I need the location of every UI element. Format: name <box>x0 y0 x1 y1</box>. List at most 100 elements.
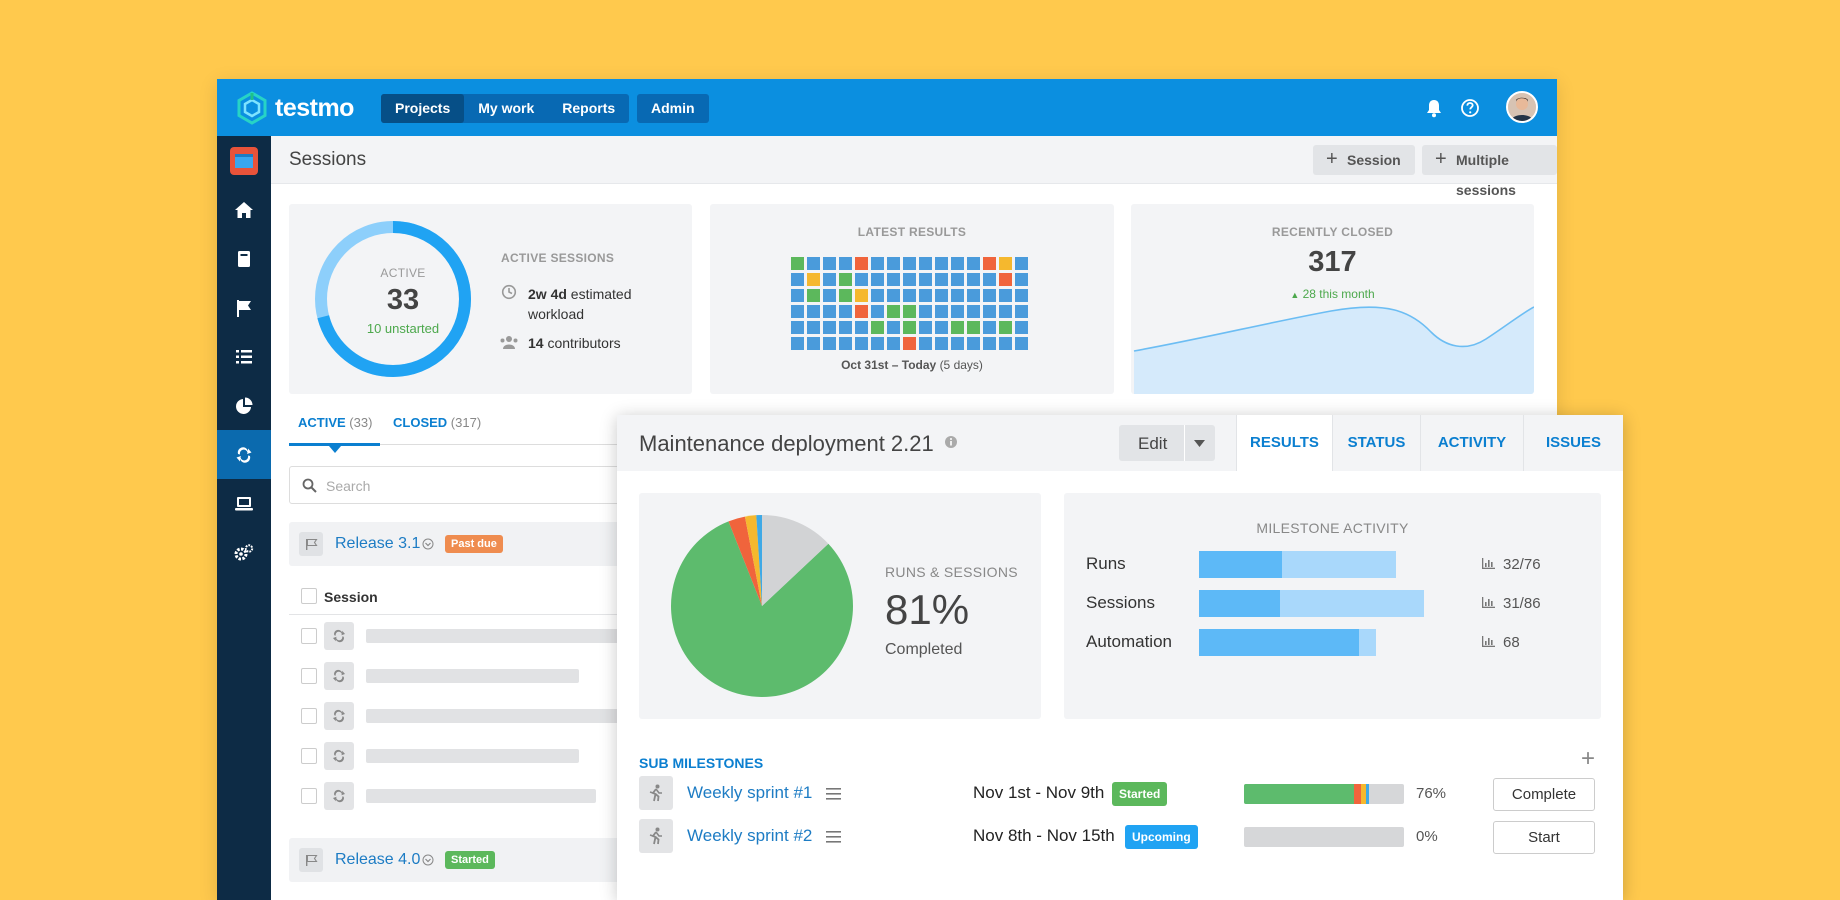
result-cell[interactable] <box>871 337 884 350</box>
sidebar-item-runs[interactable] <box>217 332 271 381</box>
result-cell[interactable] <box>887 321 900 334</box>
tab-active[interactable]: ACTIVE (33) <box>298 415 372 430</box>
result-cell[interactable] <box>791 289 804 302</box>
result-cell[interactable] <box>791 273 804 286</box>
result-cell[interactable] <box>999 321 1012 334</box>
result-cell[interactable] <box>871 289 884 302</box>
result-cell[interactable] <box>903 273 916 286</box>
result-cell[interactable] <box>919 257 932 270</box>
sidebar-item-automation[interactable] <box>217 479 271 528</box>
result-cell[interactable] <box>871 305 884 318</box>
result-cell[interactable] <box>951 337 964 350</box>
result-cell[interactable] <box>967 273 980 286</box>
result-cell[interactable] <box>935 337 948 350</box>
group-name[interactable]: Release 4.0 <box>335 851 421 868</box>
result-cell[interactable] <box>887 337 900 350</box>
pie-slice-passed[interactable] <box>671 521 853 697</box>
sidebar-item-project[interactable] <box>217 136 271 185</box>
result-cell[interactable] <box>839 337 852 350</box>
result-cell[interactable] <box>855 273 868 286</box>
result-cell[interactable] <box>951 257 964 270</box>
tab-closed[interactable]: CLOSED (317) <box>393 415 481 430</box>
result-cell[interactable] <box>967 337 980 350</box>
nav-my-work[interactable]: My work <box>478 100 535 116</box>
result-cell[interactable] <box>999 337 1012 350</box>
result-cell[interactable] <box>871 321 884 334</box>
result-cell[interactable] <box>967 321 980 334</box>
sidebar-item-settings[interactable] <box>217 528 271 577</box>
result-cell[interactable] <box>983 289 996 302</box>
row-checkbox[interactable] <box>301 708 317 724</box>
tab-status[interactable]: STATUS <box>1332 415 1420 471</box>
result-cell[interactable] <box>855 289 868 302</box>
pie-slice-untested[interactable] <box>762 515 829 606</box>
result-cell[interactable] <box>951 305 964 318</box>
add-session-button[interactable]: Session <box>1313 144 1415 175</box>
result-cell[interactable] <box>823 289 836 302</box>
result-cell[interactable] <box>951 273 964 286</box>
result-cell[interactable] <box>967 289 980 302</box>
result-cell[interactable] <box>855 257 868 270</box>
row-checkbox[interactable] <box>301 788 317 804</box>
result-cell[interactable] <box>1015 289 1028 302</box>
row-checkbox[interactable] <box>301 628 317 644</box>
sidebar-item-milestones[interactable] <box>217 283 271 332</box>
result-cell[interactable] <box>823 305 836 318</box>
nav-admin[interactable]: Admin <box>651 100 695 116</box>
tab-issues[interactable]: ISSUES <box>1523 415 1623 471</box>
sidebar-item-sessions[interactable] <box>217 430 271 479</box>
result-cell[interactable] <box>791 257 804 270</box>
info-icon[interactable] <box>944 435 958 449</box>
result-cell[interactable] <box>871 273 884 286</box>
result-cell[interactable] <box>935 305 948 318</box>
result-cell[interactable] <box>791 305 804 318</box>
pie-slice-retest[interactable] <box>756 515 762 606</box>
result-cell[interactable] <box>919 321 932 334</box>
result-cell[interactable] <box>1015 337 1028 350</box>
result-cell[interactable] <box>903 289 916 302</box>
result-cell[interactable] <box>983 337 996 350</box>
result-cell[interactable] <box>983 321 996 334</box>
result-cell[interactable] <box>791 337 804 350</box>
nav-projects[interactable]: Projects <box>381 94 465 123</box>
complete-button[interactable]: Complete <box>1493 778 1595 811</box>
result-cell[interactable] <box>935 321 948 334</box>
result-cell[interactable] <box>855 337 868 350</box>
result-cell[interactable] <box>887 305 900 318</box>
result-cell[interactable] <box>951 321 964 334</box>
bell-icon[interactable] <box>1423 97 1445 119</box>
result-cell[interactable] <box>1015 257 1028 270</box>
result-cell[interactable] <box>823 337 836 350</box>
sub-milestone-name[interactable]: Weekly sprint #2 <box>687 826 813 845</box>
result-cell[interactable] <box>919 273 932 286</box>
result-cell[interactable] <box>839 305 852 318</box>
result-cell[interactable] <box>887 257 900 270</box>
start-button[interactable]: Start <box>1493 821 1595 854</box>
row-checkbox[interactable] <box>301 748 317 764</box>
sub-milestone-name[interactable]: Weekly sprint #1 <box>687 783 813 802</box>
result-cell[interactable] <box>935 273 948 286</box>
select-all-checkbox[interactable] <box>301 588 317 604</box>
logo[interactable]: testmo <box>235 91 354 125</box>
edit-button[interactable]: Edit <box>1138 434 1168 453</box>
result-cell[interactable] <box>823 321 836 334</box>
result-cell[interactable] <box>791 321 804 334</box>
result-cell[interactable] <box>999 273 1012 286</box>
result-cell[interactable] <box>967 305 980 318</box>
result-cell[interactable] <box>999 289 1012 302</box>
pie-slice-blocked[interactable] <box>744 515 762 606</box>
result-cell[interactable] <box>871 257 884 270</box>
result-cell[interactable] <box>983 257 996 270</box>
result-cell[interactable] <box>1015 305 1028 318</box>
result-cell[interactable] <box>807 337 820 350</box>
result-cell[interactable] <box>839 321 852 334</box>
result-cell[interactable] <box>1015 321 1028 334</box>
result-cell[interactable] <box>1015 273 1028 286</box>
result-cell[interactable] <box>903 305 916 318</box>
result-cell[interactable] <box>807 305 820 318</box>
sidebar-item-reports[interactable] <box>217 381 271 430</box>
chevron-circle-icon[interactable] <box>422 854 434 866</box>
result-cell[interactable] <box>919 289 932 302</box>
sidebar-item-home[interactable] <box>217 185 271 234</box>
group-name[interactable]: Release 3.1 <box>335 535 421 552</box>
